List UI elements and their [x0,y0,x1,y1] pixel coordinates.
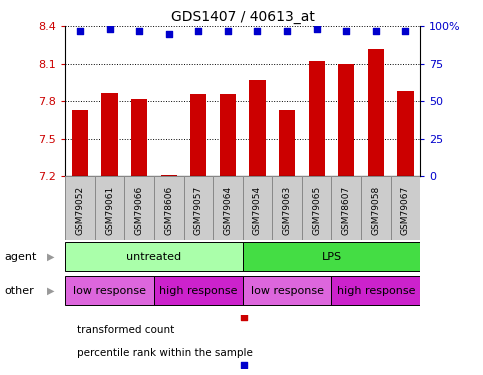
Text: GSM79057: GSM79057 [194,186,203,235]
Bar [302,176,331,240]
Point [240,314,248,320]
Text: ▶: ▶ [47,252,55,262]
Bar [368,49,384,176]
Bar [331,176,361,240]
Bar [391,176,420,240]
Text: GSM79054: GSM79054 [253,186,262,235]
Text: GSM79061: GSM79061 [105,186,114,235]
Bar [338,64,355,176]
Bar [161,175,177,176]
Text: GSM79066: GSM79066 [135,186,143,235]
Bar [242,243,420,271]
Point [254,28,261,34]
Bar [272,176,302,240]
Text: GSM79065: GSM79065 [312,186,321,235]
Text: ▶: ▶ [47,286,55,296]
Bar [95,176,125,240]
Text: GSM79058: GSM79058 [371,186,380,235]
Point [224,28,232,34]
Bar [242,176,272,240]
Bar [190,94,206,176]
Bar [65,276,154,305]
Text: low response: low response [251,286,324,296]
Text: transformed count: transformed count [77,325,174,335]
Point [76,28,84,34]
Bar [154,176,184,240]
Bar [279,110,295,176]
Text: agent: agent [5,252,37,262]
Text: LPS: LPS [321,252,341,262]
Text: GSM79052: GSM79052 [75,186,85,235]
Bar [101,93,118,176]
Bar [213,176,242,240]
Bar [154,276,243,305]
Bar [398,91,413,176]
Text: GSM78607: GSM78607 [342,186,351,235]
Point [240,362,248,368]
Bar [242,276,331,305]
Bar [309,61,325,176]
Point [135,28,143,34]
Bar [65,176,95,240]
Text: low response: low response [73,286,146,296]
Bar [72,110,88,176]
Bar [125,176,154,240]
Point [401,28,409,34]
Title: GDS1407 / 40613_at: GDS1407 / 40613_at [171,10,314,24]
Bar [184,176,213,240]
Text: other: other [5,286,35,296]
Text: GSM79063: GSM79063 [283,186,292,235]
Point [165,31,172,37]
Point [313,26,321,32]
Text: untreated: untreated [127,252,182,262]
Point [283,28,291,34]
Point [106,26,114,32]
Text: GSM78606: GSM78606 [164,186,173,235]
Bar [249,80,266,176]
Bar [220,94,236,176]
Bar [361,176,391,240]
Point [342,28,350,34]
Bar [131,99,147,176]
Bar [331,276,420,305]
Bar [65,243,242,271]
Point [372,28,380,34]
Text: GSM79064: GSM79064 [224,186,232,235]
Text: GSM79067: GSM79067 [401,186,410,235]
Text: percentile rank within the sample: percentile rank within the sample [77,348,253,358]
Point [195,28,202,34]
Text: high response: high response [159,286,238,296]
Text: high response: high response [337,286,415,296]
